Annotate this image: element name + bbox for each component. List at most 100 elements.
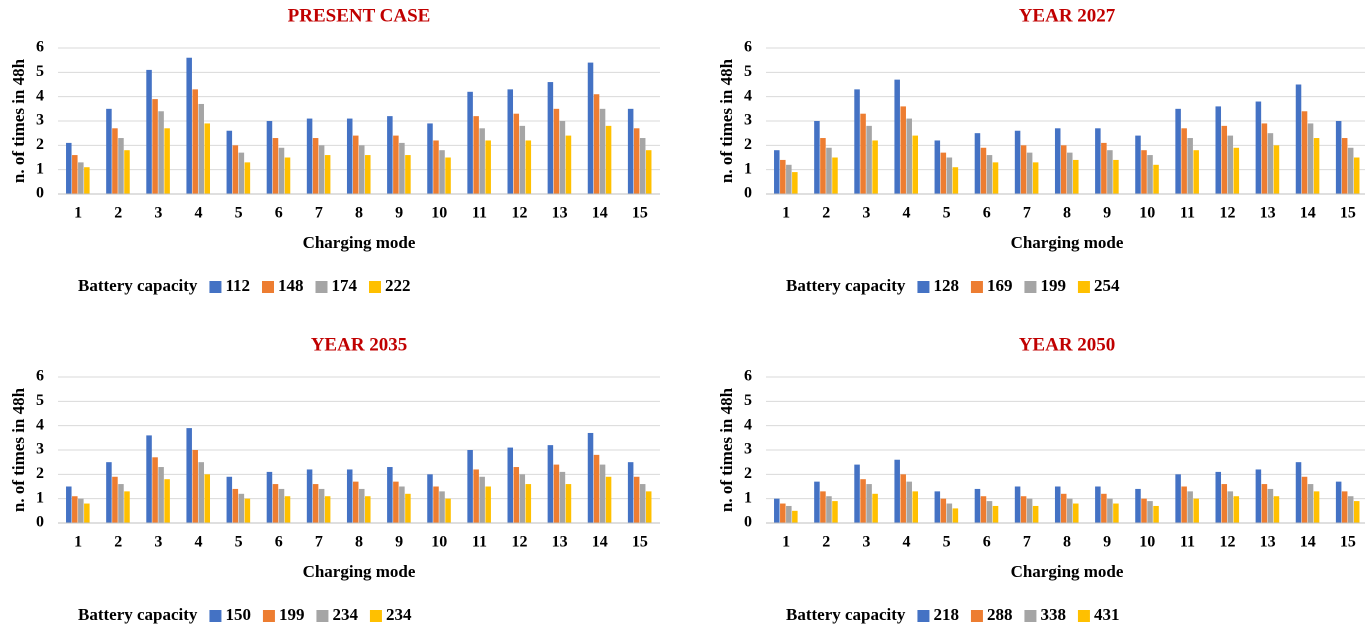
bar: [639, 484, 646, 523]
bar: [599, 108, 606, 194]
bar: [814, 121, 820, 194]
x-tick-label: 7: [1023, 205, 1031, 222]
bar: [198, 462, 204, 523]
x-tick-label: 4: [902, 534, 910, 551]
x-tick-label: 3: [862, 205, 870, 222]
bar: [393, 481, 399, 523]
bar: [565, 484, 572, 523]
y-tick-label: 6: [744, 39, 752, 56]
bar: [906, 481, 912, 523]
y-tick-label: 5: [744, 63, 752, 80]
bar: [980, 496, 987, 523]
bar: [1187, 138, 1193, 194]
bar: [118, 484, 124, 523]
bar: [1141, 498, 1147, 523]
bar: [266, 471, 273, 523]
bar: [605, 125, 612, 194]
bar: [832, 501, 838, 523]
bar: [106, 462, 112, 523]
bar: [232, 488, 239, 523]
bar: [433, 140, 439, 194]
bar: [78, 162, 84, 194]
bar: [1067, 152, 1073, 194]
bar: [1307, 123, 1314, 194]
bar: [912, 491, 919, 523]
y-tick-label: 1: [36, 489, 44, 506]
y-tick-label: 4: [36, 416, 44, 433]
legend-swatch: [369, 610, 382, 622]
bar: [66, 142, 72, 194]
bar: [1261, 484, 1268, 523]
bar: [593, 94, 600, 194]
bar: [467, 91, 473, 194]
bar: [272, 484, 279, 523]
bar: [158, 467, 164, 523]
x-tick-label: 2: [822, 534, 830, 551]
x-tick-label: 12: [512, 534, 528, 551]
bar: [278, 147, 285, 194]
chart-title: PRESENT CASE: [288, 5, 431, 26]
bar: [1020, 496, 1027, 523]
bar: [1347, 496, 1354, 523]
y-tick-label: 3: [36, 112, 44, 129]
legend-swatch: [369, 281, 381, 293]
bar: [365, 155, 371, 194]
bar: [266, 121, 273, 194]
x-tick-label: 14: [592, 534, 608, 551]
bar: [158, 111, 164, 194]
bar: [894, 79, 900, 194]
bar: [387, 116, 393, 194]
y-tick-label: 0: [36, 185, 44, 202]
legend-swatch: [1077, 610, 1090, 622]
legend-label: 128: [933, 276, 959, 295]
bar: [66, 486, 72, 523]
legend-label: 431: [1094, 605, 1120, 624]
legend-swatch: [209, 281, 222, 293]
x-tick-label: 11: [1180, 205, 1195, 222]
bar: [84, 167, 90, 194]
bar: [980, 147, 987, 194]
legend-label: 234: [332, 605, 358, 624]
x-tick-label: 14: [1300, 534, 1316, 551]
x-tick-label: 12: [1220, 534, 1236, 551]
x-tick-label: 8: [1063, 205, 1071, 222]
legend-swatch: [1077, 281, 1090, 293]
x-tick-label: 13: [1260, 205, 1276, 222]
bar: [820, 138, 826, 194]
bar: [1335, 481, 1342, 523]
bar: [952, 167, 959, 194]
y-tick-label: 6: [36, 39, 44, 56]
bar: [860, 479, 866, 523]
x-axis-title: Charging mode: [303, 233, 416, 252]
bar: [306, 469, 313, 523]
bar: [872, 140, 878, 194]
legend-swatch: [262, 281, 274, 293]
bar: [1193, 150, 1199, 194]
bar: [346, 118, 353, 194]
bar: [1073, 503, 1079, 523]
bar: [272, 138, 279, 194]
bar: [912, 135, 919, 194]
y-tick-label: 5: [36, 63, 44, 80]
bar: [226, 476, 233, 523]
bar: [226, 130, 233, 194]
bar: [1032, 162, 1039, 194]
legend-swatch: [315, 281, 328, 293]
bar: [1026, 152, 1033, 194]
bar: [547, 82, 554, 194]
legend-label: 218: [933, 605, 959, 624]
bar: [1153, 164, 1159, 194]
bar: [792, 510, 798, 523]
bar: [485, 140, 491, 194]
legend-label: 112: [225, 276, 250, 295]
bar: [244, 498, 251, 523]
bar: [312, 484, 319, 523]
x-tick-label: 10: [431, 205, 447, 222]
y-tick-label: 1: [744, 160, 752, 177]
bar: [1095, 128, 1101, 194]
bar: [324, 496, 331, 523]
bar: [1107, 150, 1113, 194]
bar: [986, 501, 993, 523]
x-tick-label: 1: [782, 205, 790, 222]
